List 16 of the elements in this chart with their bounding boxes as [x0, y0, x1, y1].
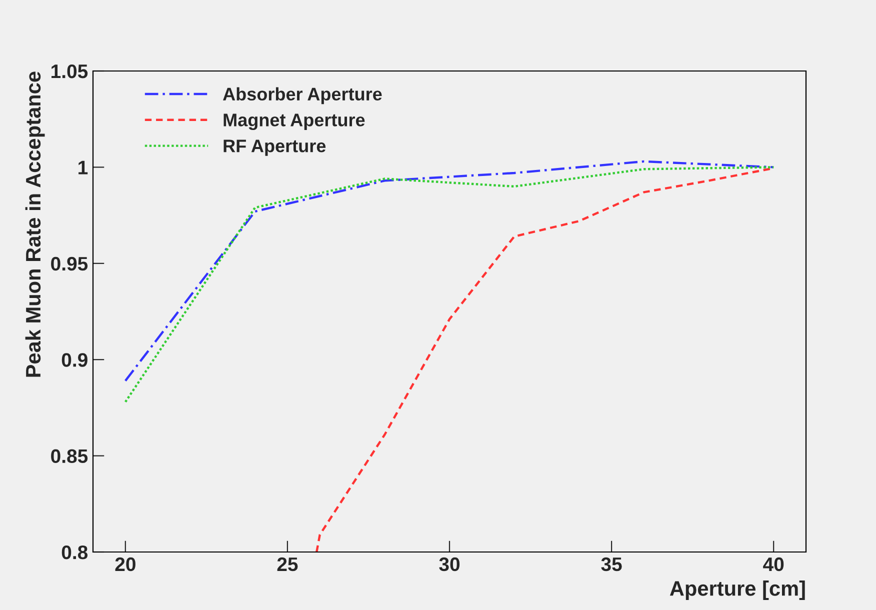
y-tick-label: 0.9	[62, 353, 88, 367]
y-tick-label: 0.8	[62, 545, 88, 560]
legend-label: Absorber Aperture	[222, 87, 382, 104]
y-tick-label: 0.95	[51, 256, 88, 271]
x-tick-label: 25	[277, 557, 298, 572]
y-tick-label: 1	[78, 160, 88, 174]
x-tick-label: 20	[115, 557, 136, 572]
legend-label: Magnet Aperture	[224, 114, 365, 130]
y-axis-title: Peak Muon Rate in Acceptance	[25, 72, 45, 377]
x-tick-label: 40	[763, 557, 784, 572]
y-tick-label: 1.05	[52, 64, 88, 78]
x-tick-label: 35	[601, 557, 622, 572]
x-tick-label: 30	[439, 557, 460, 572]
x-axis-title: Aperture [cm]	[670, 580, 805, 600]
y-tick-label: 0.85	[51, 449, 88, 464]
legend-label: RF Aperture	[224, 140, 326, 156]
